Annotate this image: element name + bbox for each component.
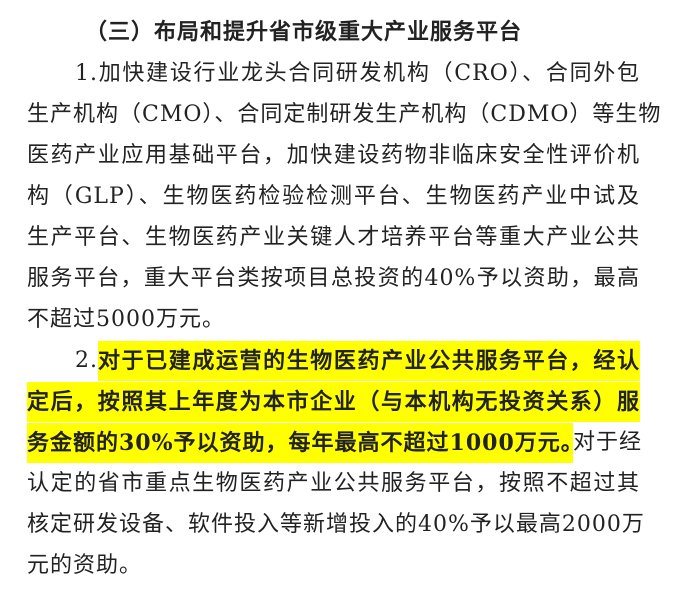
- highlighted-text: 对于已建成运营的生物医药产业公共服务平台，经认: [98, 341, 640, 381]
- paragraph-1-line: 医药产业应用基础平台，加快建设药物非临床安全性评价机: [27, 143, 640, 168]
- paragraph-1-line: 1.加快建设行业龙头合同研发机构（CRO）、合同外包: [75, 61, 640, 86]
- paragraph-2-line: 2. 对于已建成运营的生物医药产业公共服务平台，经认: [75, 341, 640, 381]
- section-heading: （三）布局和提升省市级重大产业服务平台: [85, 19, 523, 45]
- paragraph-1-line: 生产平台、生物医药产业关键人才培养平台等重大产业公共: [27, 225, 640, 250]
- highlighted-text: 定后，按照其上年度为本市企业（与本机构无投资关系）服: [27, 382, 640, 422]
- paragraph-2-line: 元的资助。: [27, 553, 143, 578]
- paragraph-2-line: 务金额的30%予以资助，每年最高不超过1000万元。 对于经: [27, 423, 643, 463]
- paragraph-1-line: 构（GLP）、生物医药检验检测平台、生物医药产业中试及: [27, 184, 640, 209]
- paragraph-2-line: 核定研发设备、软件投入等新增投入的40%予以最高2000万: [27, 512, 645, 537]
- paragraph-2-text: 对于经: [573, 430, 643, 455]
- paragraph-1-line: 生产机构（CMO）、合同定制研发生产机构（CDMO）等生物: [27, 102, 662, 127]
- paragraph-1-line: 不超过5000万元。: [27, 307, 225, 332]
- item-number: 2.: [75, 348, 98, 373]
- paragraph-2-line: 定后，按照其上年度为本市企业（与本机构无投资关系）服: [27, 382, 640, 422]
- paragraph-2-line: 认定的省市重点生物医药产业公共服务平台，按照不超过其: [27, 471, 640, 496]
- paragraph-1-line: 服务平台，重大平台类按项目总投资的40%予以资助，最高: [27, 266, 640, 291]
- highlighted-text: 务金额的30%予以资助，每年最高不超过1000万元。: [27, 423, 583, 463]
